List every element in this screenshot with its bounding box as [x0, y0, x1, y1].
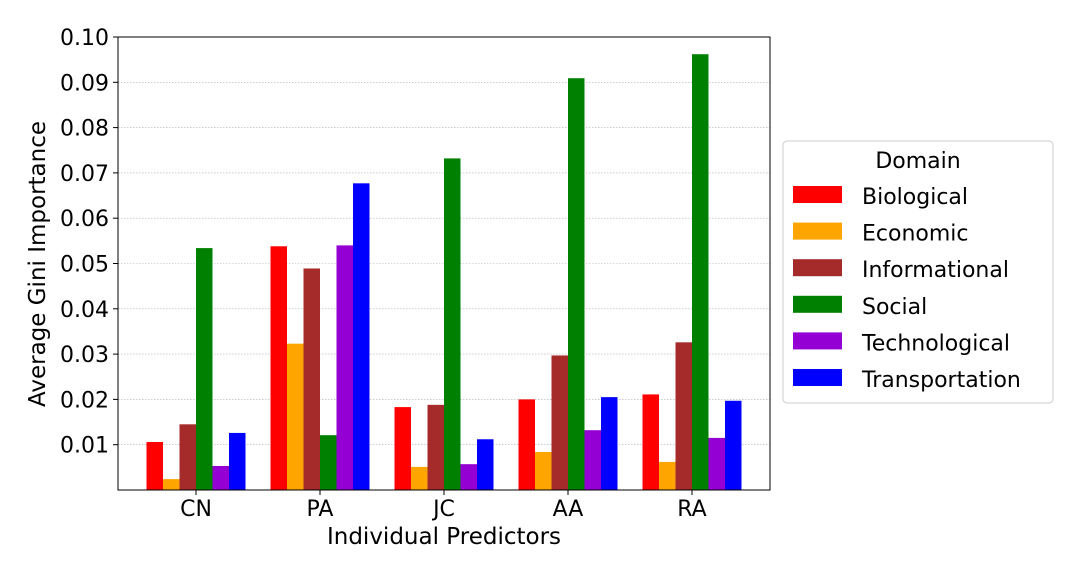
bar-transportation-jc — [477, 439, 494, 490]
legend-swatch — [793, 222, 842, 240]
x-axis: CN PA JC AA RA — [180, 490, 707, 522]
bar-biological-cn — [146, 441, 163, 490]
bar-technological-cn — [212, 465, 229, 490]
y-tick-label: 0.04 — [60, 298, 109, 323]
legend-swatch — [793, 259, 842, 277]
legend-frame — [782, 140, 1054, 404]
bar-social-aa — [568, 78, 585, 491]
legend-label: Biological — [862, 185, 968, 210]
y-tick-label: 0.09 — [60, 71, 109, 96]
bar-biological-ra — [642, 394, 659, 490]
y-tick-label: 0.05 — [60, 253, 109, 278]
bar-economic-jc — [411, 466, 428, 490]
legend-swatch — [793, 332, 842, 350]
y-tick-label: 0.01 — [60, 434, 109, 459]
legend-swatch — [793, 186, 842, 203]
bar-social-jc — [444, 158, 461, 491]
legend-title: Domain — [875, 149, 960, 174]
bar-social-cn — [196, 248, 213, 490]
bar-transportation-cn — [229, 432, 246, 490]
legend-swatch — [793, 369, 842, 386]
bar-biological-pa — [270, 246, 287, 490]
x-tick-label: AA — [553, 497, 584, 522]
bar-economic-aa — [535, 451, 552, 490]
bar-informational-jc — [427, 404, 444, 490]
bar-biological-aa — [518, 399, 535, 490]
bar-technological-ra — [708, 437, 725, 490]
x-tick-label: CN — [180, 497, 212, 522]
y-axis-title: Average Gini Importance — [25, 121, 51, 407]
bar-informational-cn — [179, 424, 196, 490]
legend-label: Transportation — [861, 368, 1021, 393]
y-tick-label: 0.02 — [60, 388, 109, 413]
legend-label: Social — [862, 295, 927, 320]
bar-biological-jc — [394, 407, 411, 490]
y-tick-label: 0.08 — [60, 117, 109, 142]
x-axis-title: Individual Predictors — [327, 524, 561, 550]
bar-technological-jc — [460, 464, 477, 490]
bar-social-pa — [320, 435, 337, 490]
legend-swatch — [793, 295, 842, 313]
bar-informational-ra — [675, 342, 692, 490]
legend: Domain Biological Economic Informational So… — [782, 140, 1054, 404]
bar-economic-ra — [659, 461, 676, 490]
bars — [146, 54, 742, 491]
y-tick-label: 0.06 — [60, 207, 109, 232]
x-tick-label: RA — [677, 497, 706, 522]
bar-transportation-ra — [725, 400, 742, 490]
bar-technological-aa — [584, 430, 601, 490]
bar-informational-pa — [303, 268, 320, 490]
bar-informational-aa — [551, 355, 568, 490]
legend-label: Economic — [862, 222, 969, 247]
bar-economic-cn — [163, 479, 180, 490]
x-tick-label: PA — [307, 497, 334, 522]
y-tick-label: 0.07 — [60, 162, 109, 187]
y-tick-label: 0.10 — [60, 26, 109, 51]
legend-label: Informational — [862, 258, 1009, 283]
legend-items: Biological Economic Informational Social Tec… — [793, 185, 1021, 393]
bar-transportation-pa — [353, 183, 370, 490]
bar-economic-pa — [287, 343, 304, 490]
bar-technological-pa — [336, 245, 353, 490]
x-tick-label: JC — [431, 497, 455, 522]
legend-label: Technological — [861, 331, 1010, 356]
bar-social-ra — [692, 54, 709, 491]
bar-transportation-aa — [601, 397, 618, 490]
y-tick-label: 0.03 — [60, 343, 109, 368]
y-axis: 0.01 0.02 0.03 0.04 0.05 0.06 0.07 0.08 0.09 0.10 — [60, 26, 118, 459]
